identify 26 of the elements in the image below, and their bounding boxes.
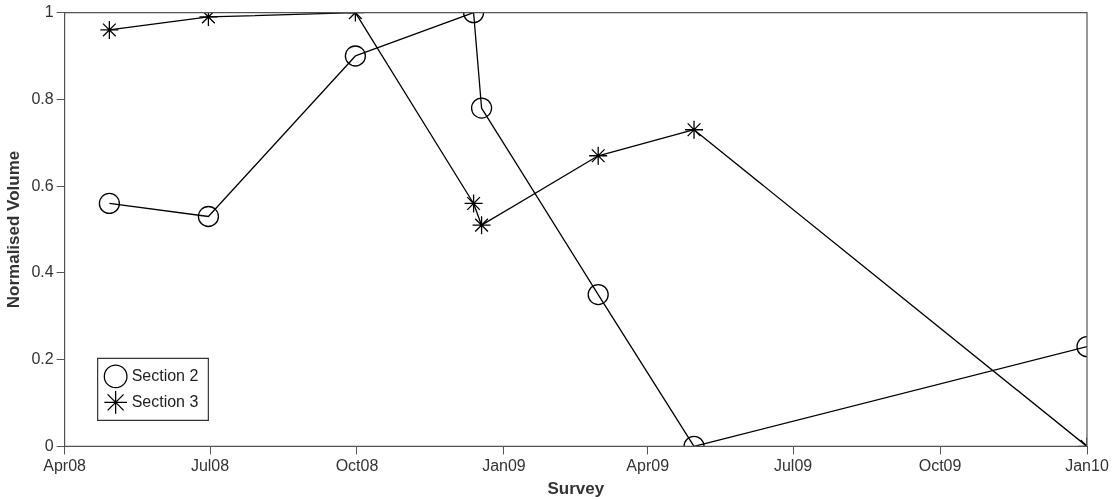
y-tick-label: 0 — [44, 436, 54, 454]
x-tick-label: Jan10 — [1065, 457, 1109, 475]
point — [587, 283, 609, 306]
x-tick-label: Jan09 — [482, 457, 526, 475]
point — [98, 192, 121, 215]
point — [470, 97, 493, 119]
y-tick-label: 1 — [44, 3, 54, 21]
x-tick-label: Jul08 — [190, 457, 230, 475]
y-tick-label: 0.8 — [31, 89, 54, 107]
legend-label: Section 2 — [131, 366, 199, 384]
x-tick-label: Oct08 — [335, 457, 379, 475]
x-axis-title: Survey — [547, 479, 605, 499]
point — [471, 215, 492, 235]
point — [197, 205, 220, 228]
x-tick-label: Apr09 — [626, 457, 670, 475]
x-tick-label: Jul09 — [773, 457, 813, 475]
point — [588, 146, 608, 166]
y-tick-label: 0.6 — [31, 176, 54, 194]
legend-label: Section 3 — [131, 392, 199, 410]
point — [463, 193, 484, 214]
x-tick-label: Oct09 — [918, 457, 962, 475]
point — [684, 120, 704, 140]
x-tick-label: Apr08 — [43, 457, 87, 475]
y-tick-label: 0.2 — [31, 350, 54, 368]
y-axis-title: Normalised Volume — [3, 150, 23, 309]
y-tick-label: 0.4 — [31, 263, 54, 281]
